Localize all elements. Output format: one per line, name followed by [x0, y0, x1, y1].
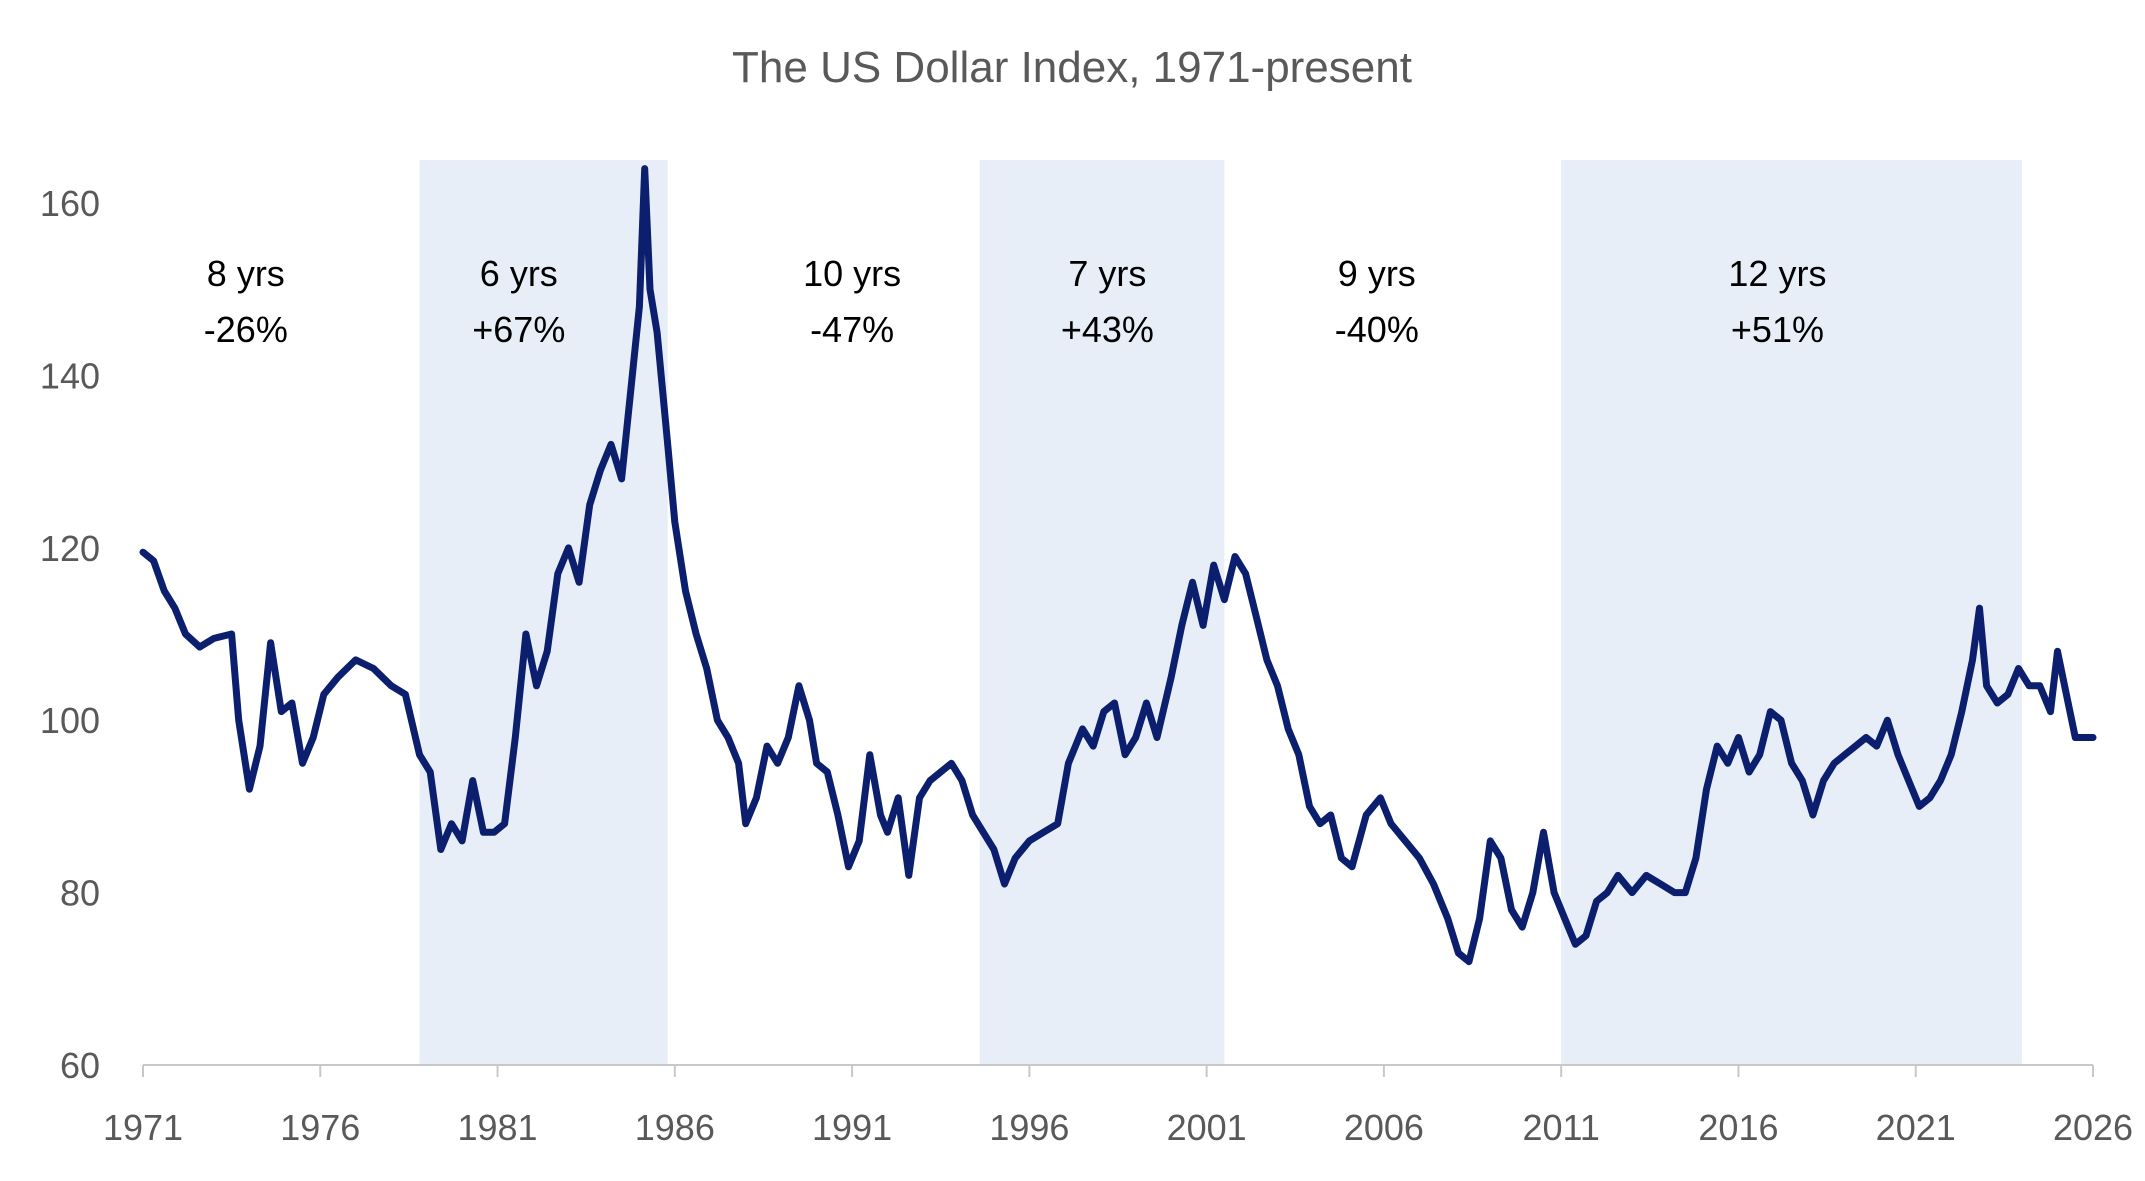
x-tick-label: 1996 [989, 1107, 1069, 1148]
y-tick-label: 80 [60, 873, 100, 914]
x-tick-label: 2016 [1698, 1107, 1778, 1148]
axes: 1971 1976 1981 1986 1991 1996 2001 2006 2011 2016… [40, 183, 2133, 1148]
annotation-change: +67% [472, 309, 565, 350]
x-tick-label: 1986 [635, 1107, 715, 1148]
y-tick-label: 140 [40, 355, 100, 396]
x-tick-label: 2011 [1522, 1107, 1599, 1148]
x-tick-label: 1981 [457, 1107, 537, 1148]
annotation-change: -26% [204, 309, 288, 350]
annotation-change: +43% [1061, 309, 1154, 350]
shaded-periods [419, 160, 2023, 1065]
shaded-period [419, 160, 668, 1065]
y-tick-label: 120 [40, 528, 100, 569]
period-annotations: 8 yrs -26% 6 yrs +67% 10 yrs -47% 7 yrs +43% 9 y… [204, 253, 1827, 350]
x-tick-label: 2026 [2053, 1107, 2133, 1148]
annotation-duration: 10 yrs [803, 253, 901, 294]
x-tick-label: 1991 [812, 1107, 892, 1148]
annotation-duration: 6 yrs [480, 253, 558, 294]
x-tick-label: 2021 [1876, 1107, 1956, 1148]
annotation-change: -40% [1335, 309, 1419, 350]
x-tick-label: 2006 [1344, 1107, 1424, 1148]
annotation-duration: 9 yrs [1338, 253, 1416, 294]
annotation-duration: 8 yrs [207, 253, 285, 294]
annotation-change: +51% [1731, 309, 1824, 350]
x-tick-label: 1976 [280, 1107, 360, 1148]
annotation-duration: 7 yrs [1068, 253, 1146, 294]
y-tick-label: 60 [60, 1045, 100, 1086]
series-line-group [139, 165, 2097, 966]
x-tick-label: 2001 [1167, 1107, 1247, 1148]
annotation-change: -47% [810, 309, 894, 350]
y-tick-label: 160 [40, 183, 100, 224]
dollar-index-line [139, 165, 2097, 966]
chart-title: The US Dollar Index, 1971-present [732, 43, 1412, 92]
y-tick-label: 100 [40, 700, 100, 741]
annotation-duration: 12 yrs [1728, 253, 1826, 294]
shaded-period [1561, 160, 2023, 1065]
x-tick-label: 1971 [103, 1107, 183, 1148]
